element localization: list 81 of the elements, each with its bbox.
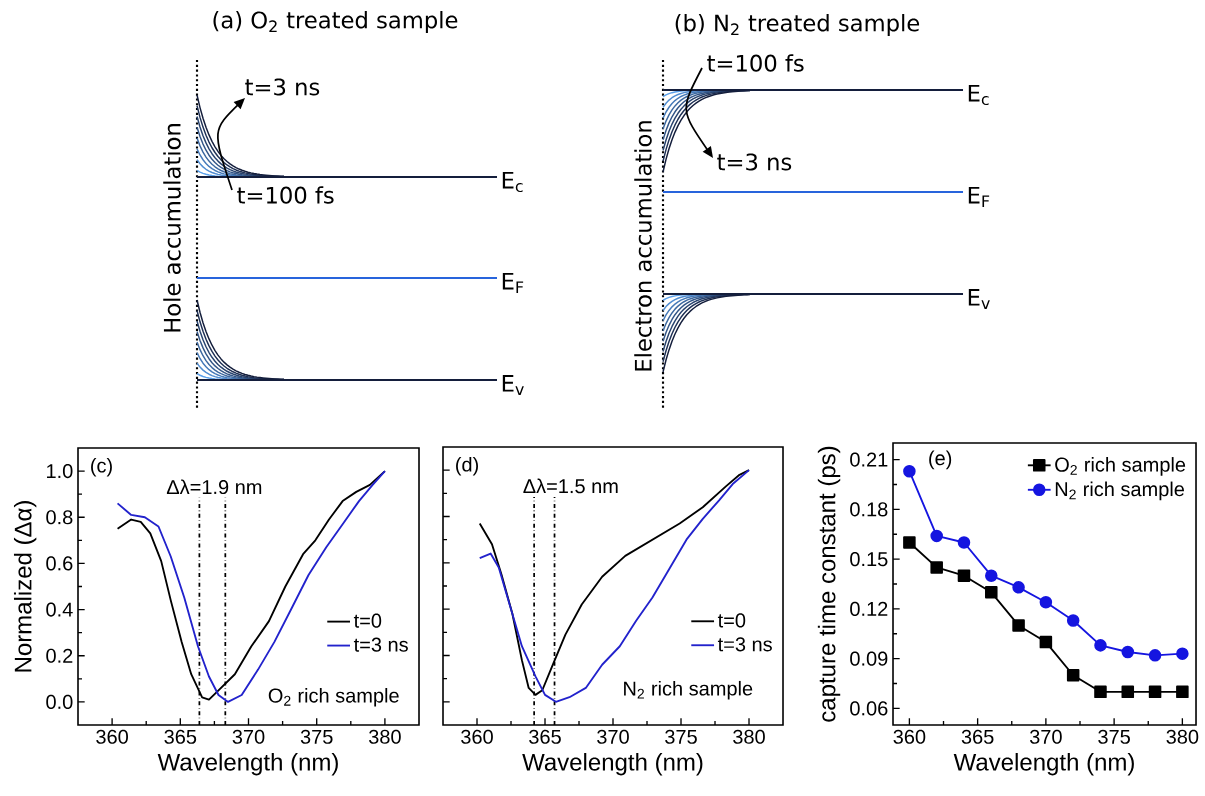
- x-tick-label: 380: [1166, 729, 1199, 744]
- point: [1148, 649, 1162, 662]
- x-tick-label: 375: [1098, 729, 1130, 744]
- y-tick-label: 0.12: [850, 601, 888, 616]
- text: E$_{v}$: [502, 375, 524, 395]
- x-tick-label: 365: [529, 729, 561, 744]
- point: [903, 536, 916, 549]
- point: [985, 586, 998, 599]
- point: [1066, 614, 1080, 627]
- x-tick-label: 375: [665, 729, 697, 744]
- point: [1039, 635, 1053, 649]
- text: Electron accumulation: [634, 121, 652, 371]
- legend-label: t=0: [353, 613, 382, 628]
- y-tick-label: 0.18: [850, 502, 888, 517]
- text: E$_{c}$: [502, 171, 523, 193]
- legend-label: t=0: [717, 613, 746, 628]
- text: t=100 fs: [237, 186, 334, 204]
- legend-label: t=3 ns: [353, 637, 408, 652]
- y-tick-label: 0.15: [850, 552, 888, 567]
- x-tick-label: 370: [1029, 729, 1062, 744]
- x-tick-label: 370: [597, 729, 629, 744]
- y-tick-label: 0.0: [46, 694, 73, 709]
- point: [1094, 685, 1107, 699]
- x-tick-label: 380: [368, 729, 401, 744]
- annotation: N$_{2}$ rich sample: [624, 680, 753, 700]
- point: [1121, 685, 1135, 699]
- x-tick-label: 375: [300, 729, 333, 744]
- y-tick-label: 0.2: [46, 648, 73, 663]
- y-tick-label: 0.09: [850, 651, 888, 666]
- text: E$_{F}$: [502, 272, 524, 294]
- text: Hole accumulation: [163, 124, 181, 332]
- point: [1176, 685, 1189, 699]
- x-tick-label: 370: [232, 729, 265, 744]
- legend-label: O$_{2}$ rich sample: [1055, 457, 1186, 476]
- annotation: (d): [456, 456, 478, 476]
- legend-label: t=3 ns: [717, 637, 772, 652]
- point: [1176, 647, 1189, 660]
- x-tick-label: 360: [96, 729, 128, 744]
- text: t=100 fs: [707, 54, 804, 72]
- point: [957, 569, 971, 582]
- x-axis-title: Wavelength (nm): [953, 753, 1134, 776]
- x-axis-title: Wavelength (nm): [522, 753, 703, 776]
- y-tick-label: 0.06: [850, 701, 888, 716]
- y-tick-label: 0.8: [46, 510, 73, 525]
- point: [1094, 639, 1107, 652]
- point: [1066, 668, 1080, 682]
- annotation: (c): [91, 457, 112, 477]
- y-axis-title: Normalized (Δα): [13, 501, 37, 672]
- text: t=3 ns: [717, 153, 792, 171]
- text: E$_{F}$: [968, 186, 990, 208]
- point: [1039, 595, 1053, 609]
- x-axis-title: Wavelength (nm): [157, 753, 338, 776]
- point: [1012, 581, 1025, 594]
- y-axis-title: capture time constant (ps): [817, 446, 841, 722]
- point: [903, 464, 916, 478]
- legend-label: N$_{2}$ rich sample: [1055, 481, 1185, 501]
- x-tick-label: 360: [461, 729, 493, 744]
- x-tick-label: 365: [164, 729, 197, 744]
- annotation: (e): [929, 450, 952, 470]
- annotation: Δλ=1.9 nm: [166, 479, 262, 495]
- x-tick-label: 365: [961, 729, 994, 744]
- point: [930, 529, 943, 543]
- y-tick-label: 1.0: [47, 464, 73, 479]
- text: t=3 ns: [245, 78, 320, 96]
- text: (b) N$_{2}$ treated sample: [675, 14, 920, 36]
- point: [957, 536, 971, 549]
- y-tick-label: 0.21: [850, 452, 888, 467]
- annotation: Δλ=1.5 nm: [523, 478, 618, 494]
- point: [1148, 685, 1162, 699]
- text: E$_{v}$: [968, 289, 990, 309]
- x-tick-label: 360: [893, 729, 926, 744]
- point: [1012, 619, 1025, 632]
- x-tick-label: 380: [733, 729, 765, 744]
- y-tick-label: 0.6: [46, 556, 73, 571]
- point: [985, 569, 998, 582]
- point: [1121, 645, 1135, 659]
- annotation: O$_{2}$ rich sample: [268, 687, 399, 707]
- y-tick-label: 0.4: [46, 602, 73, 617]
- text: (a) O$_{2}$ treated sample: [213, 11, 458, 33]
- point: [930, 561, 943, 574]
- text: E$_{c}$: [968, 84, 989, 106]
